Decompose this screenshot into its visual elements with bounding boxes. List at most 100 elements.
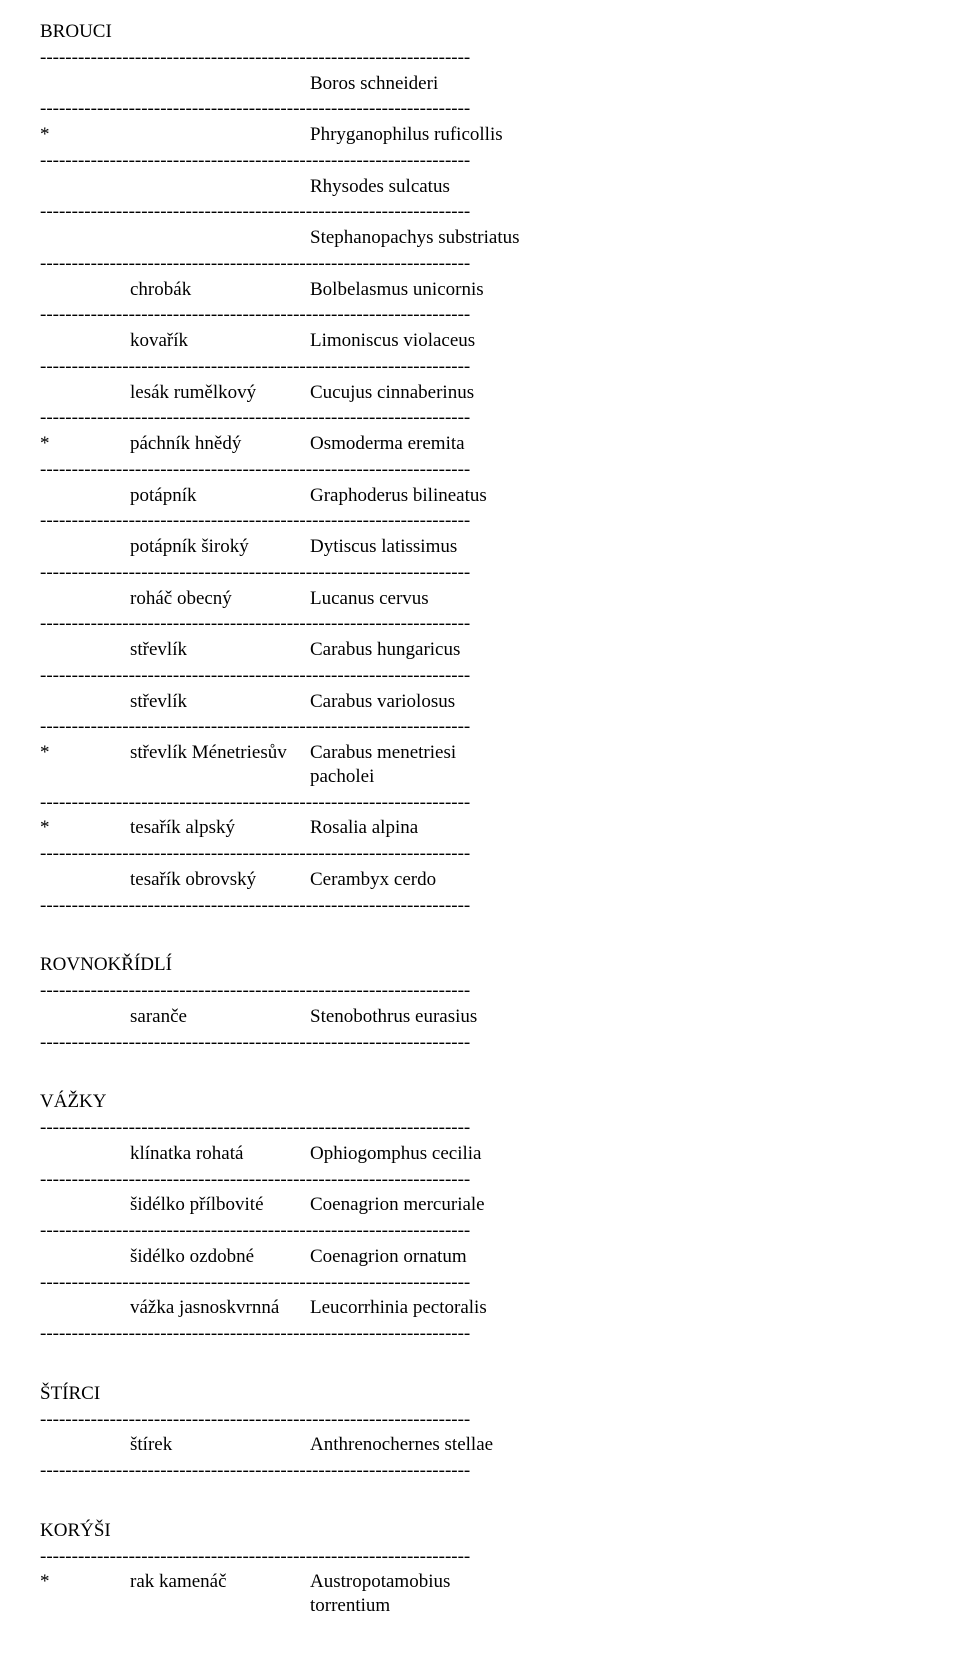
list-item-continuation: pacholei bbox=[40, 765, 920, 789]
priority-star: * bbox=[40, 816, 130, 840]
common-name bbox=[130, 72, 310, 96]
list-item: chrobák Bolbelasmus unicornis bbox=[40, 278, 920, 302]
latin-name: Cerambyx cerdo bbox=[310, 868, 920, 892]
separator: ----------------------------------------… bbox=[40, 612, 920, 636]
separator: ----------------------------------------… bbox=[40, 303, 920, 327]
priority-star bbox=[40, 72, 130, 96]
latin-name-extra: torrentium bbox=[310, 1594, 390, 1618]
priority-star bbox=[40, 329, 130, 353]
priority-star bbox=[40, 1296, 130, 1320]
list-item: roháč obecný Lucanus cervus bbox=[40, 587, 920, 611]
separator: ----------------------------------------… bbox=[40, 1545, 920, 1569]
list-item: štírek Anthrenochernes stellae bbox=[40, 1433, 920, 1457]
list-item: kovařík Limoniscus violaceus bbox=[40, 329, 920, 353]
list-item: klínatka rohatá Ophiogomphus cecilia bbox=[40, 1142, 920, 1166]
section-title-vazky: VÁŽKY bbox=[40, 1090, 920, 1114]
common-name: střevlík bbox=[130, 690, 310, 714]
common-name: šidélko ozdobné bbox=[130, 1245, 310, 1269]
common-name bbox=[130, 175, 310, 199]
latin-name: Carabus variolosus bbox=[310, 690, 920, 714]
priority-star bbox=[40, 638, 130, 662]
priority-star bbox=[40, 278, 130, 302]
list-item: šidélko ozdobné Coenagrion ornatum bbox=[40, 1245, 920, 1269]
separator: ----------------------------------------… bbox=[40, 46, 920, 70]
latin-name: Phryganophilus ruficollis bbox=[310, 123, 920, 147]
common-name: střevlík Ménetriesův bbox=[130, 741, 310, 765]
latin-name: Osmoderma eremita bbox=[310, 432, 920, 456]
latin-name: Lucanus cervus bbox=[310, 587, 920, 611]
latin-name: Dytiscus latissimus bbox=[310, 535, 920, 559]
list-item: střevlík Carabus variolosus bbox=[40, 690, 920, 714]
list-item: šidélko přílbovité Coenagrion mercuriale bbox=[40, 1193, 920, 1217]
list-item: * střevlík Ménetriesův Carabus menetries… bbox=[40, 741, 920, 765]
section-title-stirci: ŠTÍRCI bbox=[40, 1382, 920, 1406]
common-name bbox=[130, 226, 310, 250]
priority-star bbox=[40, 1193, 130, 1217]
latin-name: Boros schneideri bbox=[310, 72, 920, 96]
latin-name: Bolbelasmus unicornis bbox=[310, 278, 920, 302]
separator: ----------------------------------------… bbox=[40, 1408, 920, 1432]
list-item: Boros schneideri bbox=[40, 72, 920, 96]
latin-name: Rosalia alpina bbox=[310, 816, 920, 840]
common-name: potápník široký bbox=[130, 535, 310, 559]
latin-name: Stenobothrus eurasius bbox=[310, 1005, 920, 1029]
list-item: vážka jasnoskvrnná Leucorrhinia pectoral… bbox=[40, 1296, 920, 1320]
latin-name: Ophiogomphus cecilia bbox=[310, 1142, 920, 1166]
latin-name: Austropotamobius bbox=[310, 1570, 920, 1594]
common-name: štírek bbox=[130, 1433, 310, 1457]
separator: ----------------------------------------… bbox=[40, 979, 920, 1003]
latin-name: Stephanopachys substriatus bbox=[310, 226, 920, 250]
priority-star bbox=[40, 484, 130, 508]
latin-name: Rhysodes sulcatus bbox=[310, 175, 920, 199]
separator: ----------------------------------------… bbox=[40, 149, 920, 173]
latin-name: Graphoderus bilineatus bbox=[310, 484, 920, 508]
separator: ----------------------------------------… bbox=[40, 1322, 920, 1346]
list-item: * tesařík alpský Rosalia alpina bbox=[40, 816, 920, 840]
separator: ----------------------------------------… bbox=[40, 715, 920, 739]
priority-star bbox=[40, 587, 130, 611]
priority-star: * bbox=[40, 741, 130, 765]
latin-name-extra: pacholei bbox=[310, 765, 374, 789]
common-name: kovařík bbox=[130, 329, 310, 353]
separator: ----------------------------------------… bbox=[40, 894, 920, 918]
priority-star bbox=[40, 1005, 130, 1029]
separator: ----------------------------------------… bbox=[40, 406, 920, 430]
common-name: střevlík bbox=[130, 638, 310, 662]
latin-name: Coenagrion ornatum bbox=[310, 1245, 920, 1269]
priority-star bbox=[40, 690, 130, 714]
separator: ----------------------------------------… bbox=[40, 842, 920, 866]
list-item: tesařík obrovský Cerambyx cerdo bbox=[40, 868, 920, 892]
priority-star bbox=[40, 381, 130, 405]
list-item: saranče Stenobothrus eurasius bbox=[40, 1005, 920, 1029]
common-name: rak kamenáč bbox=[130, 1570, 310, 1594]
list-item: lesák rumělkový Cucujus cinnaberinus bbox=[40, 381, 920, 405]
separator: ----------------------------------------… bbox=[40, 509, 920, 533]
latin-name: Anthrenochernes stellae bbox=[310, 1433, 920, 1457]
list-item: potápník široký Dytiscus latissimus bbox=[40, 535, 920, 559]
separator: ----------------------------------------… bbox=[40, 97, 920, 121]
list-item-continuation: torrentium bbox=[40, 1594, 920, 1618]
separator: ----------------------------------------… bbox=[40, 1219, 920, 1243]
list-item: * Phryganophilus ruficollis bbox=[40, 123, 920, 147]
section-title-korysi: KORÝŠI bbox=[40, 1519, 920, 1543]
common-name: tesařík alpský bbox=[130, 816, 310, 840]
latin-name: Cucujus cinnaberinus bbox=[310, 381, 920, 405]
priority-star: * bbox=[40, 432, 130, 456]
section-title-brouci: BROUCI bbox=[40, 20, 920, 44]
common-name: páchník hnědý bbox=[130, 432, 310, 456]
common-name: šidélko přílbovité bbox=[130, 1193, 310, 1217]
priority-star bbox=[40, 1142, 130, 1166]
separator: ----------------------------------------… bbox=[40, 1116, 920, 1140]
priority-star bbox=[40, 868, 130, 892]
common-name: lesák rumělkový bbox=[130, 381, 310, 405]
separator: ----------------------------------------… bbox=[40, 458, 920, 482]
latin-name: Carabus hungaricus bbox=[310, 638, 920, 662]
separator: ----------------------------------------… bbox=[40, 1168, 920, 1192]
priority-star bbox=[40, 226, 130, 250]
separator: ----------------------------------------… bbox=[40, 355, 920, 379]
common-name: potápník bbox=[130, 484, 310, 508]
latin-name: Leucorrhinia pectoralis bbox=[310, 1296, 920, 1320]
latin-name: Limoniscus violaceus bbox=[310, 329, 920, 353]
priority-star bbox=[40, 1245, 130, 1269]
list-item: Rhysodes sulcatus bbox=[40, 175, 920, 199]
